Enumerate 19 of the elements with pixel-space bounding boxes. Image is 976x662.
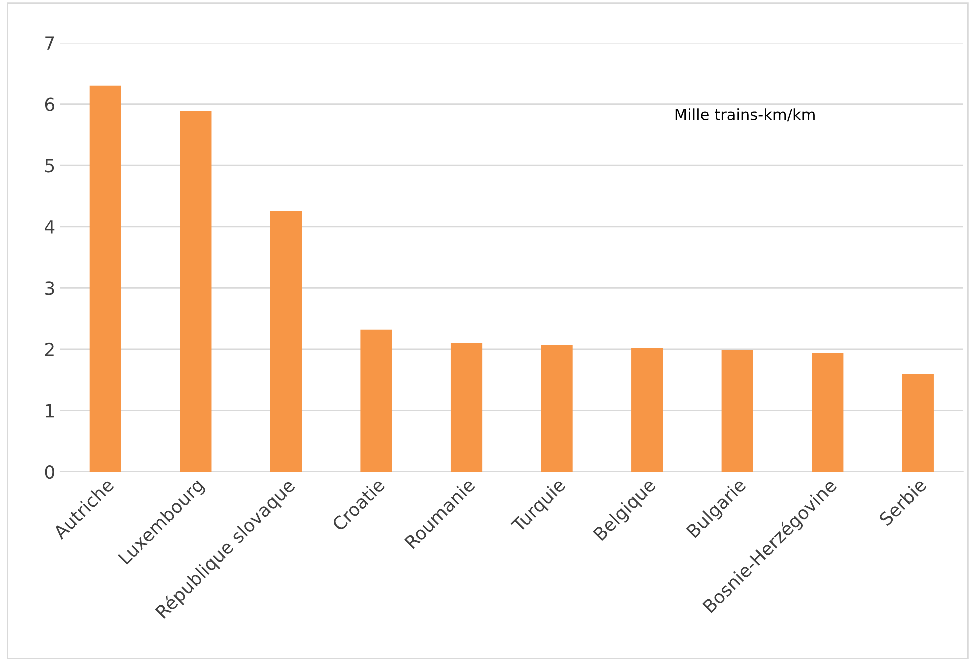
- bar: [450, 343, 483, 472]
- bar: [541, 345, 573, 472]
- y-tick-label: 1: [46, 404, 54, 418]
- bar: [360, 330, 392, 472]
- y-tick-label: 6: [45, 98, 55, 112]
- y-tick-label: 7: [46, 36, 54, 50]
- y-tick-label: 2: [45, 342, 54, 356]
- bar: [902, 374, 934, 472]
- y-tick-label: 4: [45, 220, 55, 234]
- y-tick-label: 5: [46, 159, 54, 173]
- bar: [812, 353, 844, 472]
- bar: [632, 348, 664, 472]
- bar: [180, 111, 212, 472]
- bar: [722, 350, 754, 472]
- annotation: Mille trains-km/km: [676, 108, 815, 122]
- bar: [270, 210, 302, 472]
- bar: [90, 86, 122, 472]
- y-tick-label: 3: [46, 282, 54, 296]
- y-tick-label: 0: [45, 465, 54, 480]
